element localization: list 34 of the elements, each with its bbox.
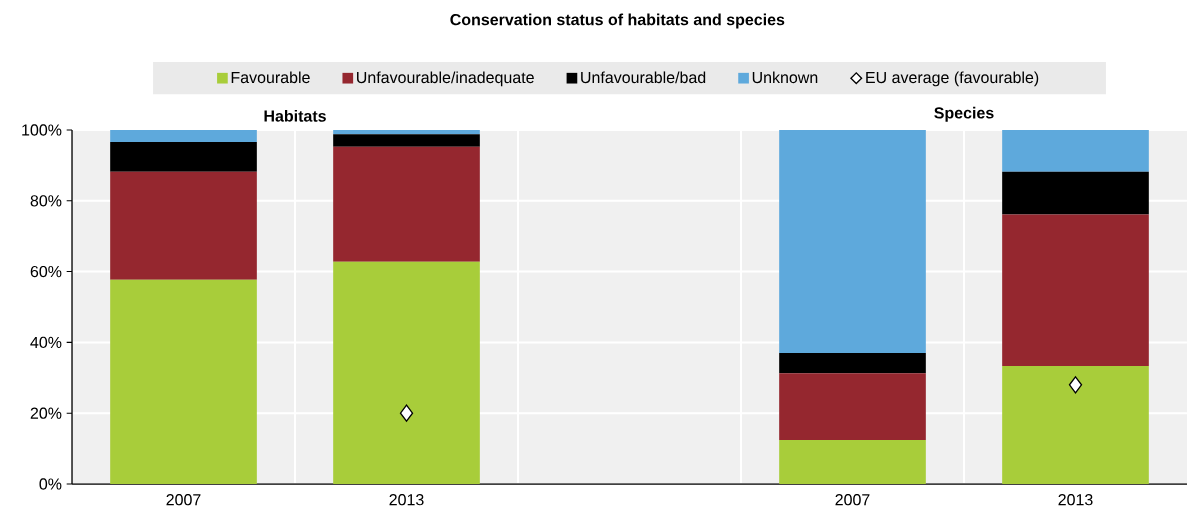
y-tick-label: 80%: [30, 195, 62, 207]
chart-title: Conservation status of habitats and species: [450, 13, 785, 29]
bar: [110, 142, 257, 172]
bar: [110, 171, 257, 280]
bar: [333, 146, 480, 262]
legend-label: Unknown: [752, 71, 818, 84]
legend-label: Favourable: [231, 71, 310, 84]
bar: [779, 129, 926, 353]
legend-label: Unfavourable/bad: [581, 71, 706, 84]
bar: [1002, 214, 1149, 367]
legend-label: Unfavourable/inadequate: [357, 71, 534, 87]
bar: [1002, 171, 1149, 215]
y-tick-label: 0%: [39, 478, 62, 490]
bar: [1002, 129, 1149, 172]
y-tick-label: 60%: [30, 265, 62, 278]
text: Habitats: [264, 110, 326, 122]
bar: [779, 440, 926, 484]
y-tick-label: 100%: [22, 124, 62, 136]
x-tick-label: 2013: [389, 494, 424, 506]
bar: [333, 134, 480, 147]
bar: [110, 279, 257, 484]
y-tick-label: 40%: [30, 336, 62, 349]
bar: [110, 129, 257, 143]
x-tick-label: 2007: [166, 494, 201, 506]
text: Species: [934, 106, 994, 122]
x-tick-label: 2013: [1058, 494, 1093, 506]
bar: [333, 261, 480, 484]
bar: [779, 373, 926, 441]
bar: [333, 129, 480, 135]
bar: [779, 353, 926, 374]
legend-label: EU average (favourable): [866, 71, 1039, 87]
bar: [1002, 366, 1149, 484]
y-tick-label: 20%: [30, 407, 62, 419]
x-tick-label: 2007: [835, 494, 870, 506]
